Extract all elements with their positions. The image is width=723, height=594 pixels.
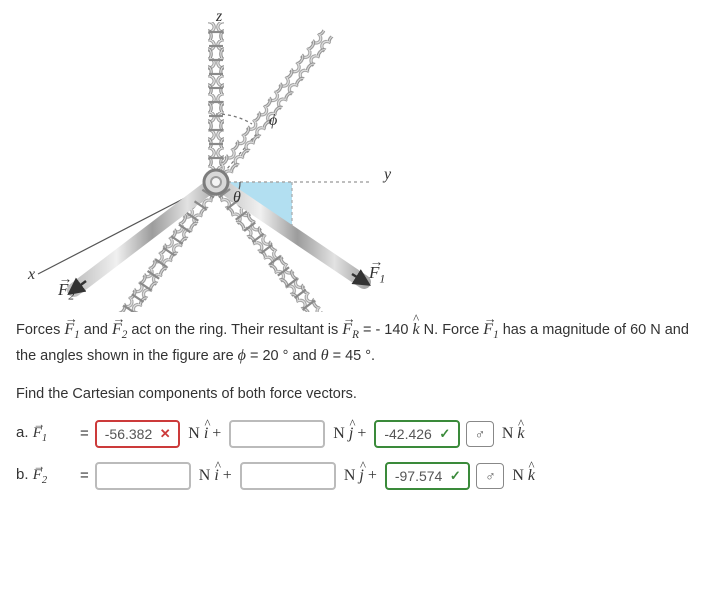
- row-b-lead: b. →F2: [16, 466, 74, 486]
- a-k-val: -42.426: [384, 426, 431, 442]
- bFs: 2: [42, 475, 47, 486]
- t5: N. Force: [424, 322, 484, 338]
- t1: Forces: [16, 322, 64, 338]
- a-k-input[interactable]: -42.426 ✓: [374, 420, 459, 448]
- retry-icon: ♂: [485, 468, 496, 484]
- b-k-val: -97.574: [395, 468, 442, 484]
- f2-sub: 2: [68, 288, 74, 302]
- bNi1: N: [199, 467, 211, 484]
- t7: = 20 ° and: [250, 348, 321, 364]
- answer-row-b: b. →F2 = N ^i + N ^j + -97.574 ✓ ♂ N: [16, 462, 707, 490]
- a-label: a.: [16, 424, 29, 441]
- b-eq: =: [80, 467, 89, 484]
- a-N-k: N ^k: [502, 425, 525, 443]
- aNi1: N: [188, 425, 200, 442]
- pFRs: R: [352, 329, 359, 341]
- f1-sub: 1: [379, 271, 385, 285]
- a-N-j: N ^j +: [333, 425, 366, 443]
- row-a-lead: a. →F1: [16, 424, 74, 444]
- a-p1: +: [212, 425, 221, 442]
- a-i-input[interactable]: -56.382 ✕: [95, 420, 180, 448]
- pF1bs: 1: [493, 329, 499, 341]
- theta-label: θ: [233, 189, 241, 207]
- t8: = 45 °.: [333, 348, 375, 364]
- b-N-i: N ^i +: [199, 467, 232, 485]
- b-k-input[interactable]: -97.574 ✓: [385, 462, 470, 490]
- b-j-input[interactable]: [240, 462, 336, 490]
- aNk1: N: [502, 425, 514, 442]
- bNk1: N: [512, 467, 524, 484]
- t4: = - 140: [363, 322, 413, 338]
- x-axis-label: x: [28, 266, 35, 284]
- b-p2: +: [368, 467, 377, 484]
- a-k-retry-button[interactable]: ♂: [466, 421, 494, 447]
- answers-block: a. →F1 = -56.382 ✕ N ^i + N ^j + -42.426…: [16, 420, 707, 490]
- z-axis-label: z: [216, 8, 222, 26]
- aFs: 1: [42, 433, 47, 444]
- b-i-input[interactable]: [95, 462, 191, 490]
- a-N-i: N ^i +: [188, 425, 221, 443]
- a-eq: =: [80, 425, 89, 442]
- a-p2: +: [357, 425, 366, 442]
- pF2s: 2: [122, 329, 128, 341]
- retry-icon: ♂: [475, 426, 486, 442]
- pF1s: 1: [74, 329, 80, 341]
- figure: z y x ϕ θ →F1 →F2: [16, 12, 576, 302]
- answer-row-a: a. →F1 = -56.382 ✕ N ^i + N ^j + -42.426…: [16, 420, 707, 448]
- chain-f2c: [210, 29, 335, 187]
- ptheta: θ: [321, 347, 329, 364]
- pphi: ϕ: [238, 347, 246, 364]
- b-label: b.: [16, 466, 29, 483]
- problem-instruction: Find the Cartesian components of both fo…: [16, 384, 707, 406]
- aNj1: N: [333, 425, 345, 442]
- b-p1: +: [223, 467, 232, 484]
- b-N-j: N ^j +: [344, 467, 377, 485]
- phi-label: ϕ: [269, 112, 277, 130]
- b-N-k: N ^k: [512, 467, 535, 485]
- a-i-mark: ✕: [158, 426, 172, 442]
- y-axis-label: y: [384, 166, 391, 184]
- t3: act on the ring. Their resultant is: [131, 322, 342, 338]
- a-j-input[interactable]: [229, 420, 325, 448]
- ring-inner: [211, 177, 221, 187]
- problem-statement: Forces →F1 and →F2 act on the ring. Thei…: [16, 318, 707, 368]
- f2-label: →F2: [58, 280, 74, 303]
- f1-label: →F1: [369, 263, 385, 286]
- bNj1: N: [344, 467, 356, 484]
- a-i-val: -56.382: [105, 426, 152, 442]
- b-k-retry-button[interactable]: ♂: [476, 463, 504, 489]
- figure-svg: [16, 12, 576, 312]
- a-k-mark: ✓: [438, 426, 452, 442]
- t2: and: [84, 322, 112, 338]
- b-k-mark: ✓: [448, 468, 462, 484]
